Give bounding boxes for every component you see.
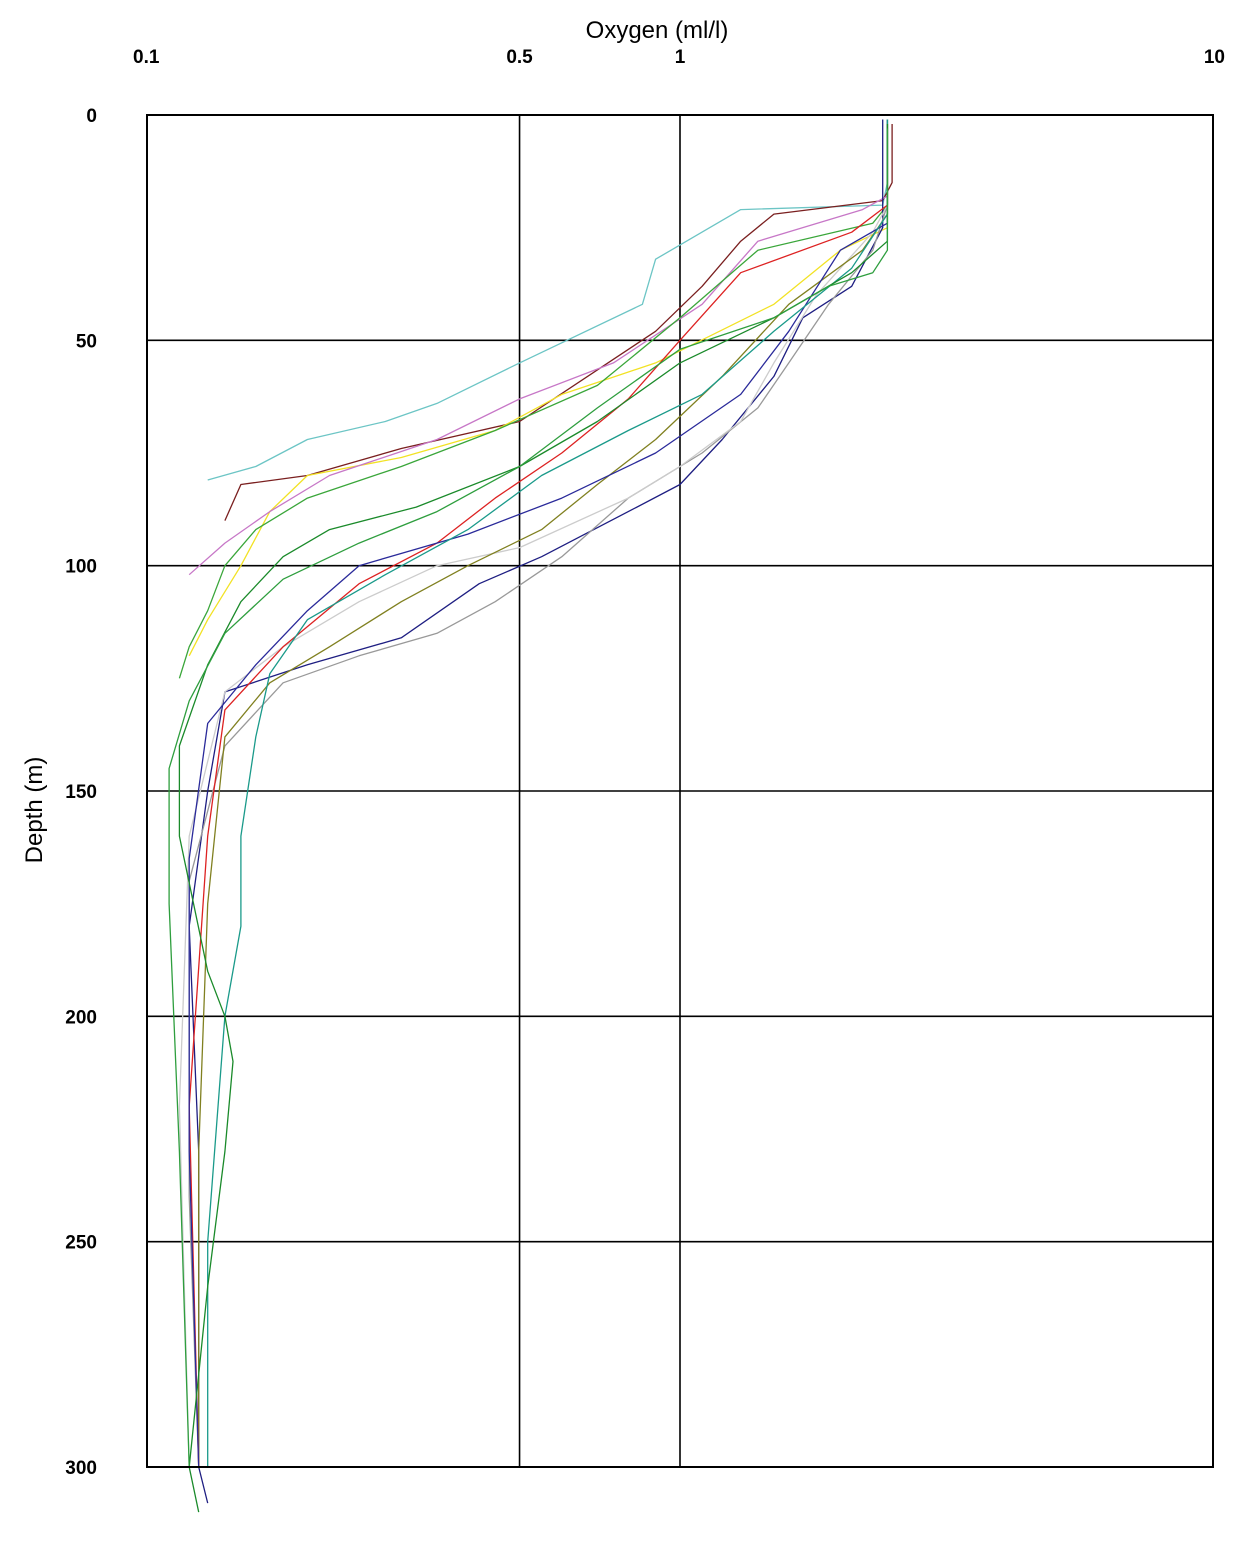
series-group — [168, 119, 893, 1513]
y-tick-label: 150 — [65, 782, 97, 803]
series-line-14 — [168, 128, 889, 1468]
series-line-8 — [178, 119, 889, 1468]
series-line-12 — [207, 119, 889, 1467]
y-tick-label: 0 — [86, 106, 97, 127]
series-line-11 — [188, 119, 889, 1468]
x-tick-label: 1 — [675, 47, 686, 68]
series-line-5 — [178, 119, 889, 679]
x-tick-label: 0.1 — [133, 47, 160, 68]
x-tick-label: 10 — [1204, 47, 1225, 68]
y-tick-label: 300 — [65, 1458, 97, 1479]
y-tick-label: 200 — [65, 1007, 97, 1028]
series-line-6 — [188, 119, 884, 1504]
series-line-9 — [198, 124, 889, 1467]
y-tick-label: 250 — [65, 1233, 97, 1254]
series-line-7 — [188, 119, 889, 1468]
series-line-3 — [188, 124, 889, 657]
x-tick-label: 0.5 — [506, 47, 533, 68]
series-line-13 — [178, 124, 889, 1513]
series-line-10 — [188, 124, 889, 1468]
y-tick-label: 50 — [76, 331, 97, 352]
y-tick-label: 100 — [65, 557, 97, 578]
series-line-2 — [224, 124, 893, 521]
series-line-4 — [188, 128, 889, 576]
plot-frame — [146, 114, 1214, 1468]
x-axis-title: Oxygen (ml/l) — [586, 17, 729, 44]
series-line-1 — [207, 119, 889, 481]
y-axis-title: Depth (m) — [21, 757, 48, 864]
